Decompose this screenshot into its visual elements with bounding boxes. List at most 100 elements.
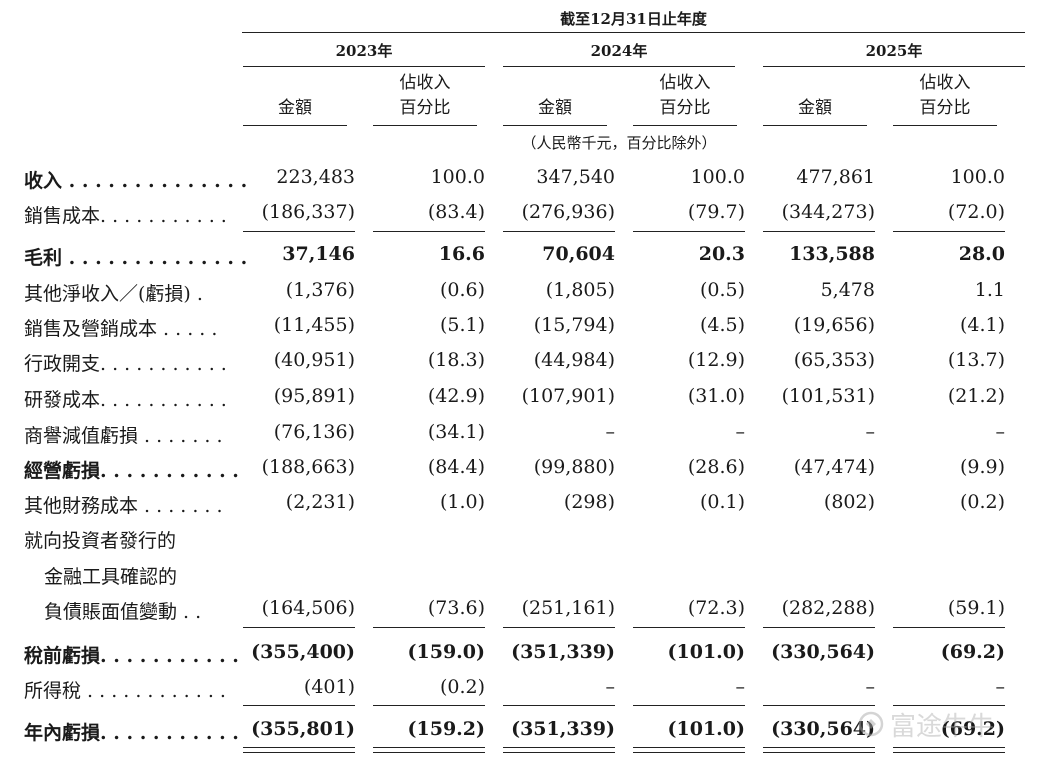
pct-header-line1: 佔收入 <box>919 73 971 93</box>
table-cell: (0.6) <box>439 279 485 301</box>
subtotal-rule <box>243 231 355 232</box>
row-label-investor-instruments-line1: 就向投資者發行的 <box>24 530 177 552</box>
table-cell: (276,936) <box>521 201 615 223</box>
table-cell: (84.4) <box>427 456 485 478</box>
table-cell: (28.6) <box>687 456 745 478</box>
table-cell: (11,455) <box>273 314 355 336</box>
table-cell: (0.2) <box>959 491 1005 513</box>
amount-header-2025: 金額 <box>798 98 832 118</box>
table-cell: (79.7) <box>687 201 745 223</box>
year-2024: 2024年 <box>590 42 648 60</box>
colhead-underline <box>243 125 347 126</box>
table-cell: 28.0 <box>958 243 1005 265</box>
table-cell: (1,376) <box>285 279 355 301</box>
table-cell: (18.3) <box>427 349 485 371</box>
total-double-rule <box>893 752 1005 753</box>
subtotal-rule <box>243 705 355 706</box>
table-cell: 477,861 <box>796 166 875 188</box>
table-cell: (164,506) <box>261 597 355 619</box>
table-cell: – <box>605 421 616 443</box>
table-cell: (101.0) <box>667 718 745 740</box>
table-cell: (76,136) <box>273 421 355 443</box>
table-cell: (69.2) <box>940 718 1005 740</box>
year-underline-2024 <box>503 66 735 67</box>
pct-header-2025: 佔收入 百分比 <box>893 71 997 121</box>
table-cell: (298) <box>563 491 615 513</box>
row-label-loss-for-year: 年內虧損. . . . . . . . . . . <box>24 722 239 744</box>
table-cell: (355,400) <box>251 641 355 663</box>
year-2025: 2025年 <box>865 42 923 60</box>
amount-header-2024: 金額 <box>538 98 572 118</box>
row-label-gross-profit: 毛利 . . . . . . . . . . . . . . <box>24 247 248 269</box>
subtotal-rule <box>633 627 745 628</box>
table-cell: – <box>735 421 746 443</box>
table-cell: 100.0 <box>430 166 485 188</box>
row-label-selling-marketing: 銷售及營銷成本 . . . . . <box>24 318 218 340</box>
table-cell: (101,531) <box>781 385 875 407</box>
subtotal-rule <box>503 627 615 628</box>
row-label-other-finance-costs: 其他財務成本 . . . . . . . <box>24 495 223 517</box>
table-cell: (5.1) <box>439 314 485 336</box>
table-cell: (401) <box>303 676 355 698</box>
total-double-rule <box>503 747 615 748</box>
total-double-rule <box>503 752 615 753</box>
table-cell: – <box>995 676 1006 698</box>
colhead-underline <box>633 125 737 126</box>
total-double-rule <box>243 752 355 753</box>
table-cell: (69.2) <box>940 641 1005 663</box>
row-label-admin-expenses: 行政開支. . . . . . . . . . . <box>24 353 227 375</box>
table-cell: (44,984) <box>533 349 615 371</box>
table-cell: (188,663) <box>261 456 355 478</box>
table-cell: 223,483 <box>276 166 355 188</box>
table-cell: (351,339) <box>511 718 615 740</box>
table-cell: (95,891) <box>273 385 355 407</box>
table-cell: – <box>995 421 1006 443</box>
table-cell: (330,564) <box>771 718 875 740</box>
table-cell: – <box>865 421 876 443</box>
subtotal-rule <box>633 705 745 706</box>
pct-header-line2: 百分比 <box>659 98 711 118</box>
pct-header-line2: 百分比 <box>919 98 971 118</box>
table-cell: (0.1) <box>699 491 745 513</box>
subtotal-rule <box>763 231 875 232</box>
table-cell: (83.4) <box>427 201 485 223</box>
table-cell: (13.7) <box>947 349 1005 371</box>
table-cell: (72.0) <box>947 201 1005 223</box>
table-cell: 70,604 <box>542 243 615 265</box>
subtotal-rule <box>373 231 485 232</box>
subtotal-rule <box>893 231 1005 232</box>
subtotal-rule <box>893 705 1005 706</box>
table-cell: (72.3) <box>687 597 745 619</box>
total-double-rule <box>373 752 485 753</box>
period-underline <box>242 32 1025 33</box>
table-cell: (42.9) <box>427 385 485 407</box>
subtotal-rule <box>633 231 745 232</box>
table-cell: 37,146 <box>282 243 355 265</box>
table-cell: (65,353) <box>793 349 875 371</box>
subtotal-rule <box>373 627 485 628</box>
table-cell: (12.9) <box>687 349 745 371</box>
table-cell: 20.3 <box>698 243 745 265</box>
row-label-cost-of-sales: 銷售成本. . . . . . . . . . . <box>24 205 227 227</box>
table-cell: – <box>865 676 876 698</box>
pct-header-line2: 百分比 <box>399 98 451 118</box>
colhead-underline <box>763 125 867 126</box>
subtotal-rule <box>503 705 615 706</box>
row-label-revenue: 收入 . . . . . . . . . . . . . . <box>24 170 248 192</box>
table-cell: (330,564) <box>771 641 875 663</box>
pct-header-2023: 佔收入 百分比 <box>373 71 477 121</box>
table-cell: (1.0) <box>439 491 485 513</box>
row-label-goodwill-impairment: 商譽減值虧損 . . . . . . . <box>24 425 223 447</box>
table-cell: (344,273) <box>781 201 875 223</box>
subtotal-rule <box>243 627 355 628</box>
colhead-underline <box>373 125 477 126</box>
table-cell: 1.1 <box>974 279 1005 301</box>
table-cell: 100.0 <box>690 166 745 188</box>
row-label-rnd-costs: 研發成本. . . . . . . . . . . <box>24 389 227 411</box>
table-cell: 133,588 <box>789 243 875 265</box>
table-cell: (159.2) <box>407 718 485 740</box>
table-cell: – <box>735 676 746 698</box>
table-cell: (40,951) <box>273 349 355 371</box>
table-cell: (0.5) <box>699 279 745 301</box>
total-double-rule <box>633 752 745 753</box>
